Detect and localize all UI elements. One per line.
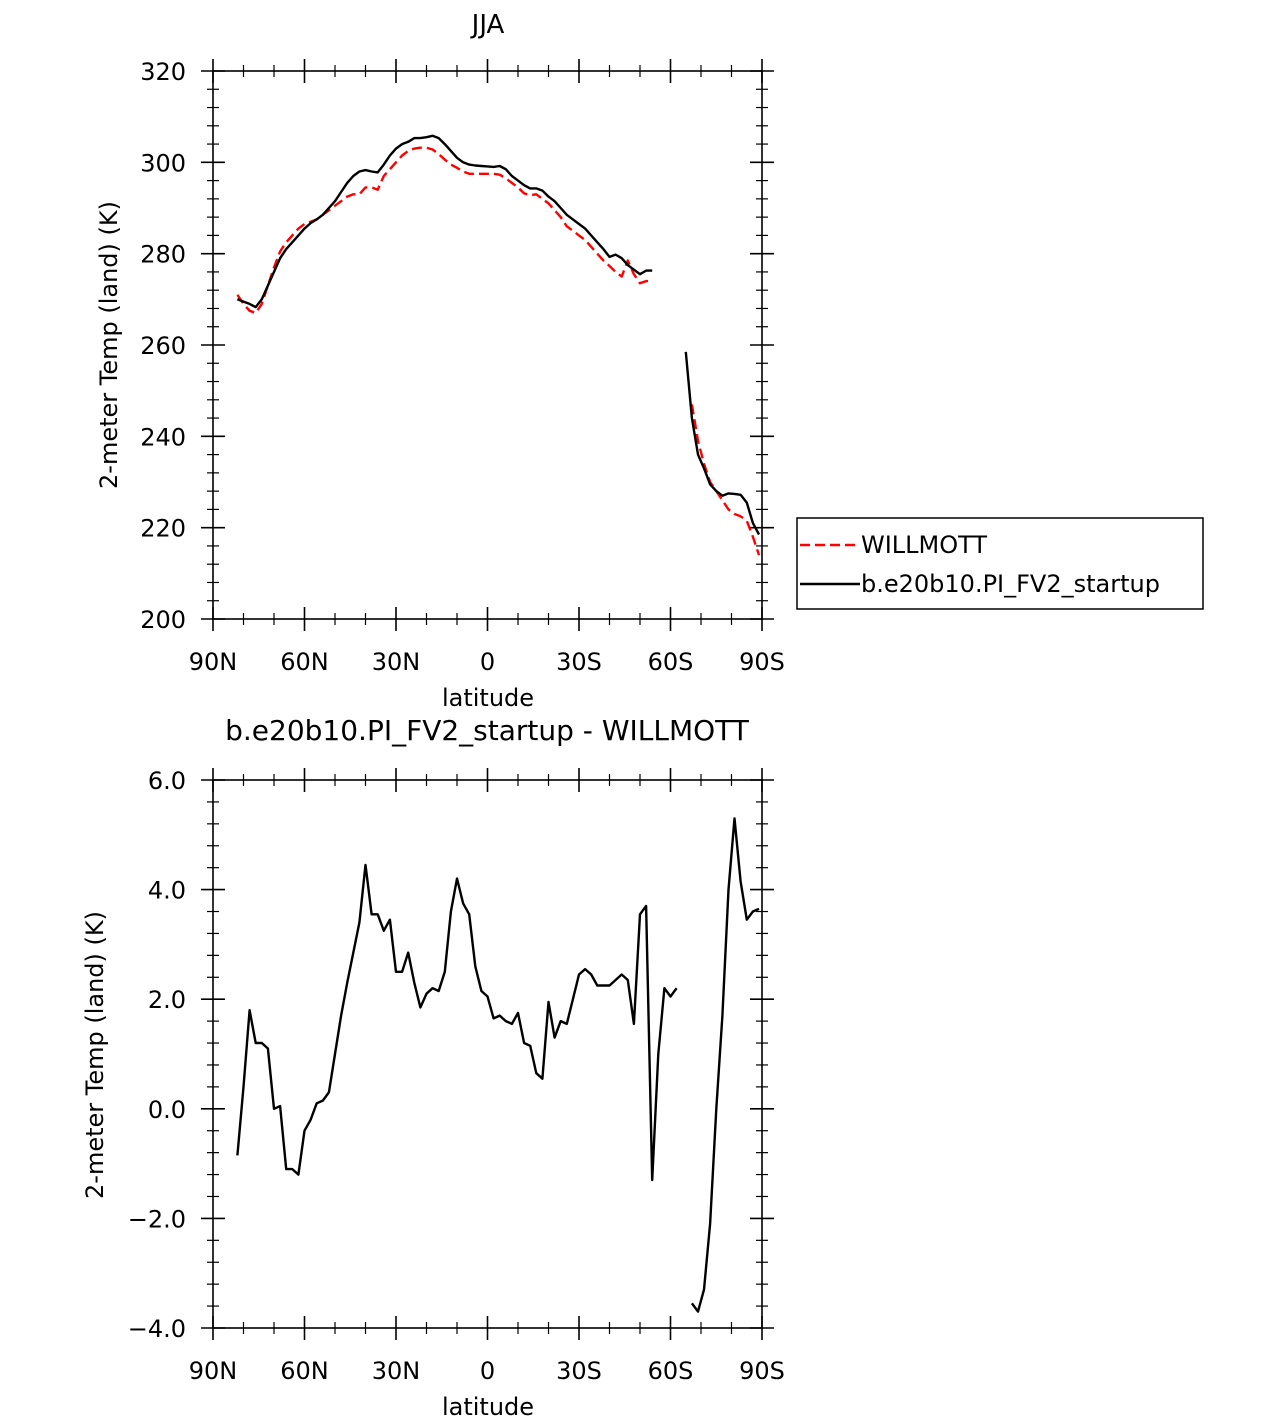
- legend: WILLMOTT b.e20b10.PI_FV2_startup: [796, 517, 1204, 610]
- top-x-axis-label: latitude: [442, 684, 534, 712]
- bottom-chart-title: b.e20b10.PI_FV2_startup - WILLMOTT: [225, 714, 750, 747]
- bottom-y-tick-label: −4.0: [128, 1315, 186, 1343]
- difference-panel: b.e20b10.PI_FV2_startup - WILLMOTT latit…: [81, 714, 785, 1421]
- bottom-x-tick-label: 60S: [648, 1357, 694, 1385]
- bottom-plot-frame: [212, 779, 763, 1329]
- legend-label-model: b.e20b10.PI_FV2_startup: [861, 570, 1160, 598]
- top-chart-title: JJA: [470, 10, 505, 40]
- bottom-y-tick-label: −2.0: [128, 1205, 186, 1233]
- bottom-x-tick-label: 0: [480, 1357, 495, 1385]
- bottom-y-tick-label: 2.0: [148, 986, 186, 1014]
- bottom-x-tick-label: 60N: [280, 1357, 329, 1385]
- top-x-tick-label: 30S: [556, 648, 602, 676]
- top-y-tick-label: 240: [140, 423, 186, 451]
- bottom-x-axis-label: latitude: [442, 1393, 534, 1421]
- bottom-series-0-line-segment-1: [690, 817, 760, 1313]
- top-y-tick-label: 320: [140, 58, 186, 86]
- top-x-tick-label: 90S: [739, 648, 785, 676]
- bottom-series-0-line-segment-0: [236, 863, 678, 1182]
- bottom-x-tick-label: 30S: [556, 1357, 602, 1385]
- top-x-tick-label: 0: [480, 648, 495, 676]
- top-y-tick-label: 220: [140, 515, 186, 543]
- legend-box: [796, 517, 1204, 610]
- top-series-1-line-segment-1: [684, 351, 761, 536]
- top-axes: 90N 60N 30N 0 30S 60S 90S 200 220 240 260 280 300 320: [140, 58, 785, 676]
- top-y-axis-label: 2-meter Temp (land) (K): [95, 201, 123, 489]
- bottom-plot-lines: [236, 817, 760, 1313]
- temperature-panel: JJA latitude 2-meter Temp (land) (K) 90N…: [95, 10, 1204, 712]
- top-y-tick-label: 280: [140, 241, 186, 269]
- top-x-tick-label: 60N: [280, 648, 329, 676]
- top-y-tick-label: 260: [140, 332, 186, 360]
- bottom-x-tick-label: 90S: [739, 1357, 785, 1385]
- bottom-y-tick-label: 0.0: [148, 1096, 186, 1124]
- top-plot-lines: [236, 134, 761, 556]
- top-x-tick-label: 30N: [372, 648, 421, 676]
- top-series-1-line-segment-0: [236, 134, 653, 309]
- top-y-tick-label: 200: [140, 606, 186, 634]
- top-y-tick-label: 300: [140, 149, 186, 177]
- bottom-x-tick-label: 30N: [372, 1357, 421, 1385]
- bottom-y-tick-label: 4.0: [148, 877, 186, 905]
- bottom-y-tick-label: 6.0: [148, 767, 186, 795]
- top-series-0-line-segment-1: [690, 404, 761, 556]
- bottom-axes: 90N 60N 30N 0 30S 60S 90S −4.0 −2.0 0.0 2.0 4.0 6.0: [128, 767, 785, 1385]
- top-plot-frame: [212, 70, 763, 620]
- top-x-tick-label: 90N: [189, 648, 238, 676]
- bottom-y-axis-label: 2-meter Temp (land) (K): [81, 911, 109, 1199]
- bottom-x-tick-label: 90N: [189, 1357, 238, 1385]
- top-series-0-line-segment-0: [236, 146, 653, 315]
- top-x-tick-label: 60S: [648, 648, 694, 676]
- legend-label-willmott: WILLMOTT: [861, 531, 987, 559]
